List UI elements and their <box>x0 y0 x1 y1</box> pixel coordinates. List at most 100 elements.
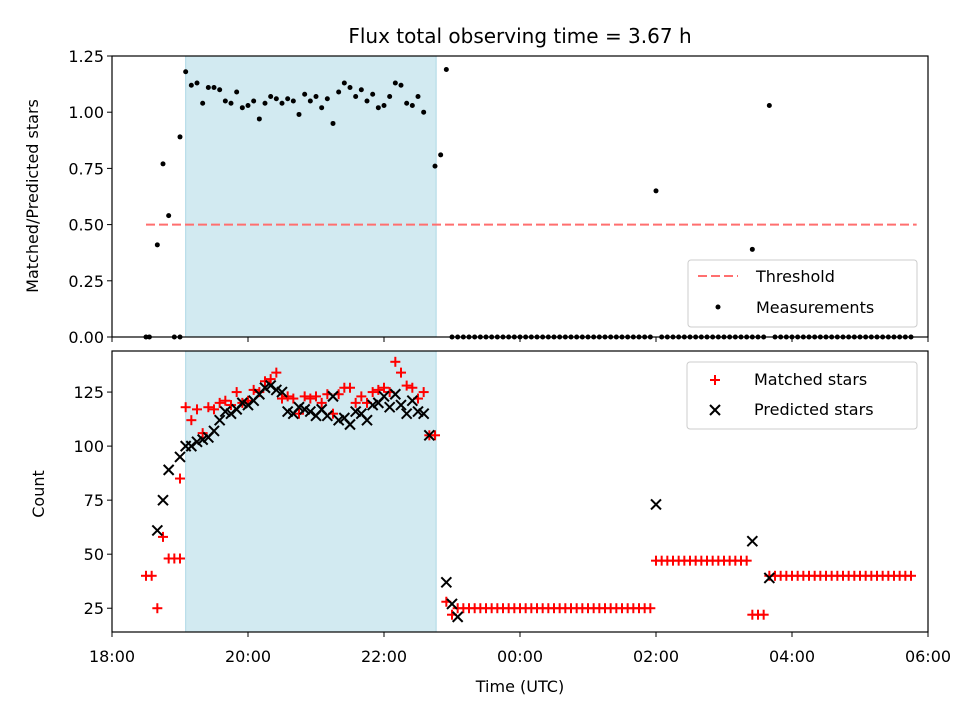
measurement-point <box>302 91 308 97</box>
predicted-star-point <box>763 572 776 584</box>
legend-matched-label: Matched stars <box>754 370 867 389</box>
measurement-point <box>421 109 427 115</box>
measurement-point <box>268 93 274 99</box>
measurement-point <box>251 98 257 104</box>
matched-star-point <box>288 393 299 404</box>
matched-star-point <box>430 430 440 441</box>
measurement-point <box>415 93 421 99</box>
matched-star-point <box>180 402 191 413</box>
legend-matched-swatch <box>710 375 720 385</box>
measurement-point <box>387 93 393 99</box>
predicted-star-point <box>344 418 356 431</box>
matched-star-point <box>396 367 406 378</box>
x-b <box>389 388 402 400</box>
predicted-star-point <box>151 524 164 537</box>
top-ytick-label: 0.25 <box>68 272 104 291</box>
matched-star-point <box>231 387 242 398</box>
bottom-xtick-label: 20:00 <box>225 647 271 666</box>
measurement-point <box>166 213 172 219</box>
x-b <box>293 401 305 413</box>
x-b <box>763 572 776 584</box>
x-b <box>440 576 453 588</box>
legend-measurements-swatch <box>715 304 721 310</box>
x-b <box>650 498 662 511</box>
matched-star-point <box>305 393 316 404</box>
measurement-point <box>336 89 342 95</box>
matched-star-point <box>146 570 157 581</box>
x-b <box>355 407 368 420</box>
bottom-xtick-label: 02:00 <box>633 647 679 666</box>
bottom-data-layer <box>141 356 916 623</box>
x-b <box>162 464 175 476</box>
measurement-point <box>392 80 398 86</box>
top-legend-frame <box>687 259 918 328</box>
matched-star-point <box>390 356 401 367</box>
x-b <box>315 403 328 416</box>
measurement-point <box>353 93 359 99</box>
measurement-point <box>404 100 410 106</box>
matched-star-point <box>277 393 287 404</box>
predicted-star-point <box>157 494 169 506</box>
measurement-point <box>262 100 268 106</box>
predicted-star-point <box>327 390 339 403</box>
measurement-point <box>279 100 285 106</box>
measurement-point <box>273 96 279 102</box>
matched-star-point <box>158 531 168 542</box>
x-b <box>349 405 362 418</box>
x-b <box>383 401 396 413</box>
x-b <box>412 405 424 418</box>
measurement-point <box>256 116 262 122</box>
matched-star-point <box>186 415 197 426</box>
x-b <box>321 410 334 422</box>
x-b <box>338 412 351 424</box>
matched-star-point <box>209 404 219 415</box>
bottom-legend: Matched stars Predicted stars <box>686 361 918 430</box>
measurement-point <box>330 120 336 126</box>
measurement-point <box>375 105 381 111</box>
matched-star-point <box>271 367 282 378</box>
x-b <box>361 414 373 426</box>
measurement-point <box>438 152 444 158</box>
predicted-star-point <box>378 390 390 403</box>
measurement-point <box>200 100 206 106</box>
bottom-ytick-label: 100 <box>73 437 104 456</box>
bottom-ytick-label: 25 <box>84 599 104 618</box>
predicted-star-point <box>162 464 175 476</box>
measurement-point <box>239 105 245 111</box>
predicted-star-point <box>213 414 226 426</box>
x-b <box>213 414 226 426</box>
measurement-point <box>217 87 223 93</box>
measurement-point <box>313 93 319 99</box>
predicted-star-point <box>389 388 402 400</box>
x-b <box>395 399 407 411</box>
measurement-point <box>347 84 353 90</box>
bottom-xtick-layer: 18:00 20:00 22:00 00:00 02:00 04:00 06:00 <box>89 632 951 666</box>
measurement-point <box>364 98 370 104</box>
matched-star-point <box>367 387 378 398</box>
x-b <box>378 390 390 403</box>
measurement-point <box>358 87 364 93</box>
top-xtick-layer <box>111 337 929 342</box>
top-title: Flux total observing time = 3.67 h <box>348 24 691 48</box>
predicted-star-point <box>451 611 464 623</box>
bottom-xtick-label: 04:00 <box>769 647 815 666</box>
matched-star-point <box>373 384 384 395</box>
measurement-point <box>285 96 291 102</box>
x-b <box>746 535 759 547</box>
measurement-point <box>290 98 296 104</box>
matched-star-point <box>356 391 367 402</box>
predicted-star-point <box>208 425 220 437</box>
x-b <box>174 451 186 463</box>
top-shaded-interval <box>185 55 437 338</box>
matched-star-point <box>350 397 361 408</box>
x-b <box>276 386 288 398</box>
x-b <box>446 598 458 610</box>
measurement-point <box>341 80 347 86</box>
top-ytick-label: 0.75 <box>68 159 104 178</box>
measurement-point <box>160 161 166 167</box>
matched-star-point <box>401 380 412 391</box>
legend-predicted-swatch <box>709 404 721 416</box>
predicted-star-point <box>395 399 407 411</box>
measurement-point <box>398 82 404 88</box>
top-ytick-label: 1.00 <box>68 103 104 122</box>
